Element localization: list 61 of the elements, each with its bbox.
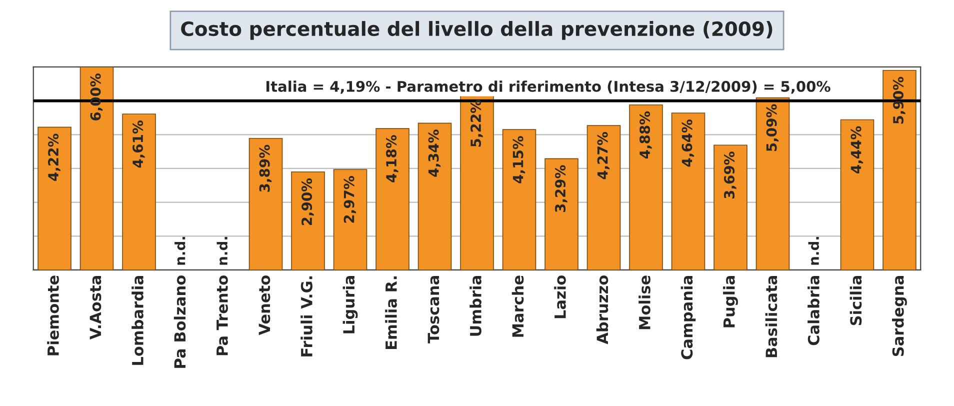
data-label: 4,22% [48, 134, 60, 181]
data-label: 4,15% [512, 136, 526, 184]
data-label: 4,61% [132, 120, 145, 168]
data-label: 5,09% [766, 104, 779, 151]
x-tick-label: Friuli V.G. [300, 276, 312, 356]
x-tick-label: Sicilia [850, 276, 862, 326]
ref-line-label: Italia = 4,19% - Parametro di riferimento (Intesa 3/12/2009) = 5,00% [266, 80, 830, 94]
data-label: 4,88% [640, 111, 652, 159]
bar [629, 104, 663, 270]
data-label: 4,18% [386, 135, 398, 182]
bar [756, 97, 790, 270]
bar [714, 144, 748, 270]
bar [586, 125, 621, 270]
x-tick-label: Campania [680, 276, 696, 360]
data-label: 5,90% [893, 76, 906, 124]
data-label: 4,44% [850, 126, 864, 174]
bar [544, 158, 578, 270]
x-tick-label: Calabria [808, 276, 820, 346]
chart-title: Costo percentuale del livello della prevenzione (2009) [181, 21, 772, 40]
text: n.d. [808, 236, 820, 265]
bar [840, 119, 874, 270]
x-tick-label: Lazio [554, 276, 566, 318]
x-tick-label: Molise [638, 276, 650, 330]
bar [418, 122, 452, 270]
bar [882, 70, 916, 270]
data-label: 3,69% [724, 152, 736, 198]
data-label: 6,00% [90, 74, 103, 120]
x-tick-label: Toscana [428, 276, 440, 344]
data-label: 2,90% [302, 178, 314, 226]
x-tick-label: Sardegna [892, 276, 907, 356]
bar [248, 138, 283, 270]
x-tick-label: Veneto [258, 276, 270, 336]
bar [80, 66, 114, 270]
bar [291, 171, 325, 270]
x-tick-label: Liguria [342, 276, 358, 334]
x-tick-label: Lombardia [132, 276, 144, 365]
text: n.d. [216, 236, 228, 265]
data-label: 2,97% [344, 176, 356, 223]
bar [376, 128, 410, 270]
x-tick-label: Umbria [470, 276, 482, 336]
bar [671, 112, 706, 270]
x-tick-label: Abruzzo [596, 276, 608, 344]
x-tick-label: Emilia R. [385, 276, 397, 349]
data-label: 4,27% [597, 132, 610, 180]
x-tick-label: Pa Bolzano [174, 276, 186, 368]
data-label: 3,29% [555, 165, 568, 212]
x-tick-label: Piemonte [47, 276, 59, 356]
data-label: 3,89% [259, 144, 272, 192]
x-tick-label: Marche [512, 276, 524, 337]
bar [122, 114, 156, 270]
bar [333, 169, 368, 270]
bar [502, 129, 536, 270]
text: n.d. [174, 236, 186, 265]
x-tick-label: V.Aosta [90, 276, 102, 340]
bar [38, 126, 72, 270]
x-tick-label: Puglia [723, 276, 738, 328]
data-label: 5,22% [470, 100, 483, 147]
data-label: 4,34% [428, 130, 441, 177]
x-tick-label: Pa Trento [216, 276, 228, 356]
data-label: 4,64% [682, 120, 694, 167]
x-tick-label: Basilicata [765, 276, 778, 358]
